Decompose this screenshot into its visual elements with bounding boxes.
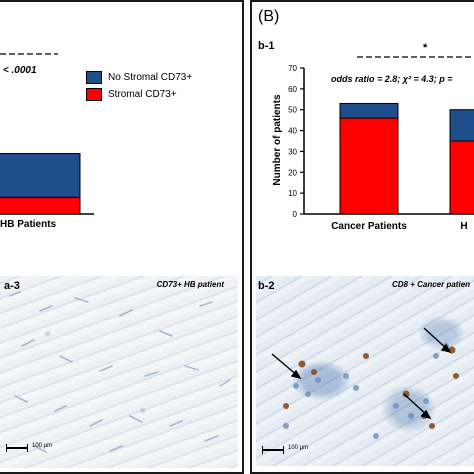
legend-label-stromal: Stromal CD73+ — [108, 89, 177, 100]
category-label-cancer: Cancer Patients — [331, 221, 407, 232]
micrograph-a3-label: a-3 — [4, 280, 20, 292]
chart-label-b1: b-1 — [258, 40, 275, 52]
y-tick-label: 10 — [288, 189, 297, 198]
y-tick-label: 20 — [288, 168, 297, 177]
category-label-h: H — [460, 221, 467, 232]
micrograph-b2: b-2 CD8 + Cancer patien 100 μm — [256, 276, 474, 466]
micrograph-b2-caption: CD8 + Cancer patien — [392, 280, 471, 289]
legend-swatch-stromal — [86, 88, 102, 101]
y-tick-label: 30 — [288, 147, 297, 156]
legend-swatch-no-stromal — [86, 71, 102, 84]
bar-segment — [449, 109, 474, 142]
y-tick-label: 70 — [288, 64, 297, 73]
arrows — [271, 327, 452, 420]
y-axis-label: Number of patients — [272, 94, 283, 186]
scale-text-a3: 100 μm — [32, 443, 53, 449]
micrograph-b2-label: b-2 — [258, 280, 275, 292]
legend-label-no-stromal: No Stromal CD73+ — [108, 72, 193, 83]
panel-b-chart: Number of patients 0 10 20 30 40 50 60 70 Cance… — [272, 56, 474, 232]
significance-text-a: p < .0001 — [0, 65, 37, 76]
legend: No Stromal CD73+ Stromal CD73+ — [86, 70, 192, 102]
bar-segment — [0, 153, 81, 198]
legend-item-stromal: Stromal CD73+ — [86, 87, 192, 102]
scale-bar-b2 — [262, 446, 284, 454]
panel-b-frame — [250, 0, 474, 474]
y-tick-label: 0 — [293, 210, 298, 219]
legend-item-no-stromal: No Stromal CD73+ — [86, 70, 192, 85]
y-tick-label: 40 — [288, 127, 297, 136]
scale-text-b2: 100 μm — [288, 445, 309, 451]
bar-segment — [339, 102, 399, 119]
panel-a-frame — [0, 0, 244, 474]
significance-star-b: * — [423, 42, 428, 54]
micrograph-a3: a-3 CD73+ HB patient 100 μm — [0, 276, 238, 468]
bar-segment — [449, 140, 474, 215]
y-tick-label: 60 — [288, 85, 297, 94]
odds-ratio-text: odds ratio = 2.8; χ² = 4.3; p = — [331, 74, 453, 84]
micrograph-a3-caption: CD73+ HB patient — [156, 280, 224, 289]
micrograph-a3-texture — [9, 291, 231, 453]
bar-segment — [0, 196, 81, 215]
panel-b-label: (B) — [258, 8, 280, 25]
micrograph-b2-texture — [271, 327, 459, 439]
bar-segment — [339, 117, 399, 215]
panel-a-chart — [0, 53, 94, 215]
category-label-hb: HB Patients — [0, 219, 57, 230]
scale-bar-a3 — [6, 444, 28, 452]
y-tick-label: 50 — [288, 106, 297, 115]
